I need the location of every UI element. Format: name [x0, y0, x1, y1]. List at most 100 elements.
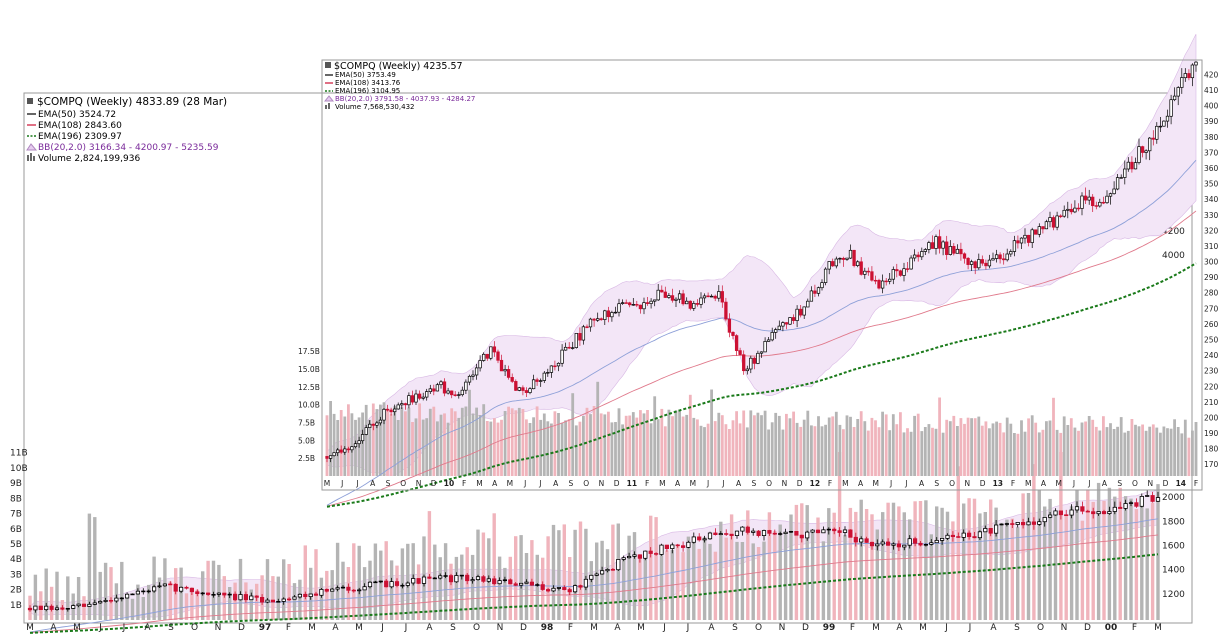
candle — [606, 310, 611, 318]
candle — [692, 303, 696, 309]
candle — [778, 533, 783, 535]
candle — [529, 581, 535, 586]
volume-bar — [1156, 484, 1160, 620]
candle — [1101, 201, 1106, 204]
volume-bar — [404, 411, 407, 476]
volume-bar — [514, 410, 518, 476]
front-title: $COMPQ (Weekly) 4235.57 — [334, 61, 463, 72]
candle — [384, 580, 389, 588]
time-tick-label: A — [1041, 479, 1047, 488]
volume-bar — [551, 524, 556, 620]
time-tick-label: M — [308, 623, 316, 633]
candle — [162, 583, 167, 587]
volume-bar — [973, 418, 977, 476]
time-tick-label: M — [73, 623, 81, 633]
candle — [486, 578, 491, 582]
volume-bar — [352, 543, 356, 620]
volume-bar — [788, 418, 792, 476]
candle — [770, 332, 774, 341]
volume-bar — [436, 421, 439, 476]
time-tick-label: A — [614, 623, 621, 633]
volume-bar — [330, 570, 334, 620]
candle — [343, 448, 347, 453]
candle — [492, 346, 497, 353]
candle — [513, 583, 518, 586]
time-tick-label: J — [721, 479, 724, 488]
volume-bar — [988, 428, 991, 476]
candle — [27, 607, 33, 611]
candle — [594, 573, 599, 576]
time-tick-label: J — [340, 479, 343, 488]
time-tick-label: 00 — [1105, 623, 1118, 633]
candle — [756, 352, 760, 364]
candle — [848, 249, 853, 259]
candle — [907, 538, 912, 546]
volume-bar — [763, 410, 767, 476]
volume-bar — [800, 503, 804, 620]
candle — [292, 596, 297, 600]
time-tick-label: O — [1037, 623, 1044, 633]
time-tick-label: 98 — [541, 623, 554, 633]
time-tick-label: A — [896, 623, 903, 633]
candle — [578, 585, 583, 588]
candle — [216, 592, 221, 595]
candle — [389, 409, 393, 413]
volume-bar — [622, 559, 626, 620]
volume-bar — [877, 427, 881, 476]
candle — [621, 557, 626, 560]
candle — [934, 540, 939, 544]
candle — [76, 603, 81, 607]
price-tick-label: 1400 — [1162, 566, 1185, 576]
candle — [945, 241, 949, 255]
time-tick-label: F — [286, 623, 291, 633]
candle — [574, 333, 578, 348]
volume-bar — [720, 415, 724, 476]
volume-bar — [875, 529, 879, 620]
candle — [54, 607, 60, 611]
candle — [405, 582, 410, 586]
candle — [571, 347, 575, 349]
time-tick-label: N — [215, 623, 222, 633]
price-tick-label: 3300 — [1204, 211, 1218, 220]
front-volume-axis: 2.5B 5.0B 7.5B 10.0B 12.5B 15.0B 17.5B — [298, 347, 320, 463]
volume-bar — [510, 408, 514, 476]
candle — [589, 574, 594, 580]
time-tick-label: A — [50, 623, 57, 633]
time-tick-label: A — [332, 623, 339, 633]
volume-bar — [567, 419, 571, 476]
time-tick-label: N — [497, 623, 504, 633]
volume-bar — [891, 502, 896, 620]
volume-bar — [600, 540, 604, 620]
candle — [1073, 207, 1077, 213]
candle — [502, 579, 508, 581]
candle — [643, 550, 648, 559]
candle — [745, 368, 749, 372]
volume-bar — [762, 541, 766, 620]
volume-bar — [33, 574, 38, 620]
volume-bar — [1130, 419, 1134, 476]
candle — [281, 598, 286, 602]
candle — [635, 304, 639, 306]
volume-bar — [834, 411, 838, 476]
candle — [581, 326, 586, 341]
candle — [539, 380, 543, 382]
candle — [448, 575, 454, 583]
candle — [1169, 99, 1173, 117]
volume-bar — [916, 413, 920, 476]
time-tick-label: S — [1014, 623, 1020, 633]
volume-bar — [813, 426, 817, 476]
candle — [400, 584, 405, 587]
candle — [421, 576, 427, 584]
candle — [1051, 217, 1056, 228]
back-legend-volume: Volume 2,824,199,936 — [38, 154, 140, 164]
candle — [1123, 503, 1128, 509]
candle — [794, 531, 799, 536]
candle — [378, 419, 383, 424]
volume-bar — [667, 409, 671, 476]
volume-bar — [671, 416, 674, 476]
volume-bar — [1005, 417, 1009, 476]
volume-bar — [201, 571, 205, 620]
volume-bar — [1045, 421, 1048, 476]
candle — [367, 581, 373, 588]
volume-bar — [439, 414, 443, 476]
